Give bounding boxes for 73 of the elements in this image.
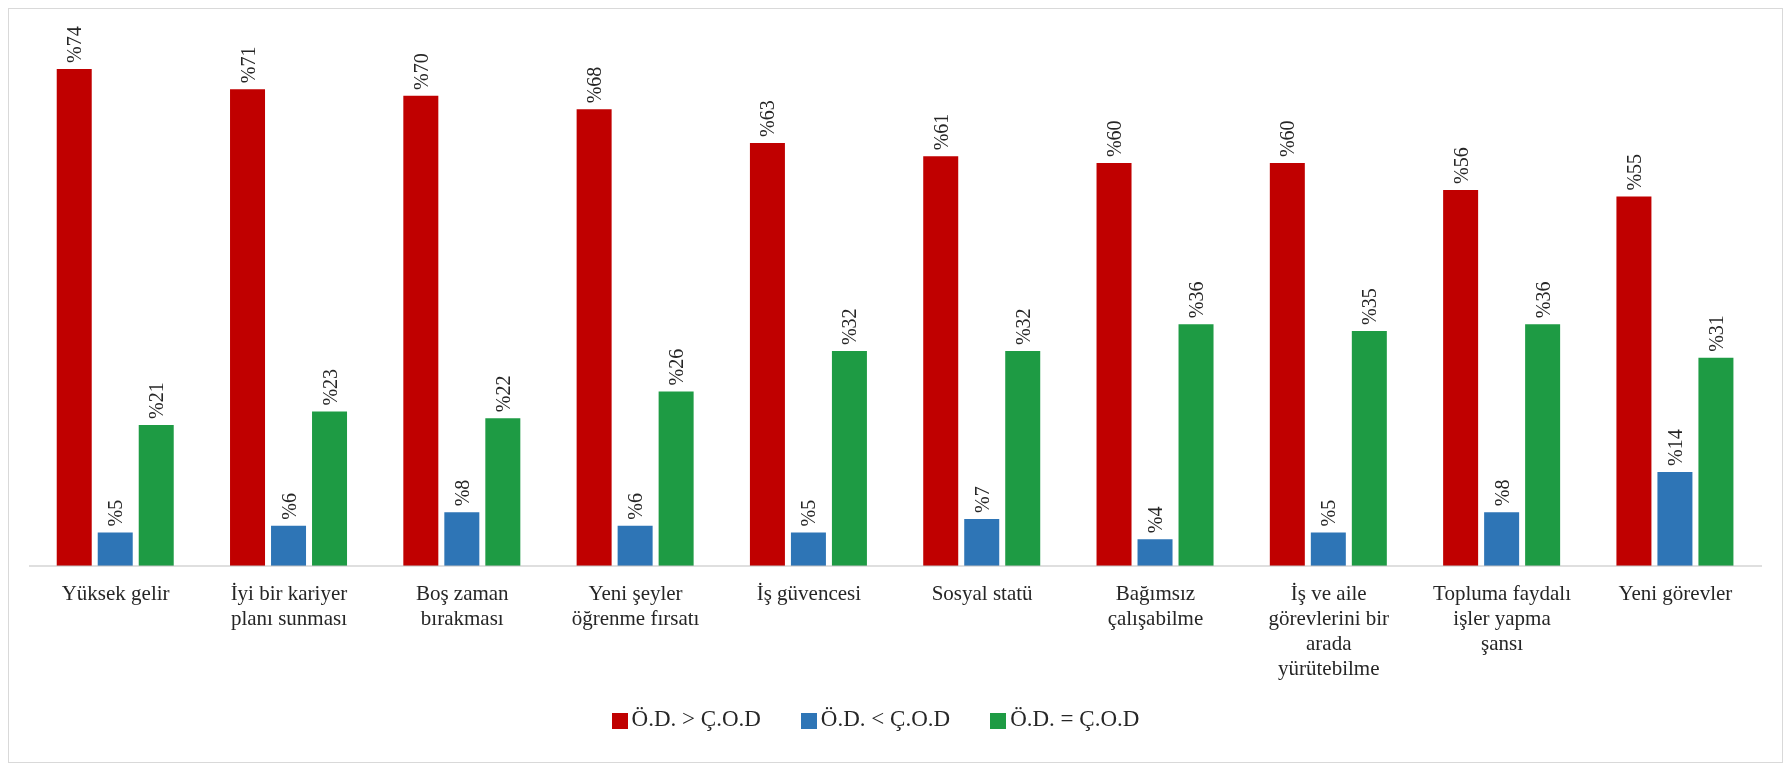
x-tick-label: Yüksek gelir [61, 581, 170, 605]
data-label: %21 [145, 382, 168, 419]
bar [312, 411, 348, 566]
x-tick-label: Boş zaman bırakması [415, 581, 510, 630]
bar [964, 518, 1000, 566]
bar [97, 532, 133, 566]
data-label: %71 [236, 46, 259, 84]
x-tick-label: İş ve aile görevlerini bir arada yürütebilme [1268, 581, 1390, 680]
bar [1005, 351, 1041, 566]
bar [444, 512, 480, 566]
x-tick-label: Yeni görevler [1618, 581, 1733, 605]
data-label: %74 [63, 26, 86, 63]
bar [485, 418, 521, 566]
bar [1484, 512, 1520, 566]
x-tick-label: Sosyal statü [931, 581, 1034, 605]
bar [923, 156, 959, 566]
data-label: %63 [756, 100, 779, 137]
x-tick-label: Topluma faydalı işler yapma şansı [1433, 581, 1572, 655]
x-tick-label: Yeni şeyler öğrenme fırsatı [571, 581, 700, 630]
bar [1310, 532, 1346, 566]
bar [790, 532, 826, 566]
bar [576, 109, 612, 566]
bar [1178, 324, 1214, 566]
x-tick-label: İş güvencesi [756, 581, 862, 605]
data-label: %55 [1622, 153, 1645, 191]
bar [617, 525, 653, 566]
legend-label: Ö.D. = Ç.O.D [1010, 706, 1140, 731]
bar [56, 69, 92, 566]
data-label: %68 [583, 66, 606, 104]
bar [1443, 189, 1479, 566]
data-label: %8 [1490, 479, 1513, 507]
data-label: %14 [1663, 429, 1686, 466]
data-label: %35 [1358, 288, 1381, 325]
legend-label: Ö.D. > Ç.O.D [631, 706, 761, 731]
data-label: %31 [1704, 315, 1727, 352]
data-label: %7 [970, 486, 993, 513]
data-label: %60 [1276, 120, 1299, 158]
bar [749, 142, 785, 566]
data-label: %56 [1449, 147, 1472, 184]
data-label: %32 [838, 308, 861, 346]
legend-label: Ö.D. < Ç.O.D [820, 706, 951, 731]
bar [658, 391, 694, 566]
bar [1137, 539, 1173, 566]
x-tick-label: Bağımsız çalışabilme [1107, 581, 1204, 630]
data-label: %6 [624, 493, 647, 520]
data-label: %26 [665, 348, 688, 386]
bar [271, 525, 307, 566]
data-label: %4 [1144, 506, 1167, 534]
bar [230, 89, 266, 566]
data-label: %36 [1185, 281, 1208, 319]
data-label: %5 [1317, 499, 1340, 527]
bar [1096, 163, 1132, 566]
bar [1698, 357, 1734, 566]
data-label: %5 [797, 499, 820, 527]
bar [831, 351, 867, 566]
data-label: %32 [1011, 308, 1034, 346]
data-label: %60 [1103, 120, 1126, 158]
data-label: %23 [318, 368, 341, 406]
data-label: %6 [277, 493, 300, 520]
bar [1269, 163, 1305, 566]
bar [1525, 324, 1561, 566]
data-label: %22 [491, 375, 514, 413]
data-label: %5 [104, 499, 127, 527]
bar [1657, 471, 1693, 566]
data-label: %8 [450, 479, 473, 507]
bar [1616, 196, 1652, 566]
x-tick-label: İyi bir kariyer planı sunması [230, 581, 348, 630]
bar [403, 95, 439, 566]
bar [138, 424, 174, 566]
data-label: %36 [1531, 281, 1554, 319]
bar [1351, 330, 1387, 566]
data-label: %70 [409, 53, 432, 90]
data-label: %61 [929, 113, 952, 151]
